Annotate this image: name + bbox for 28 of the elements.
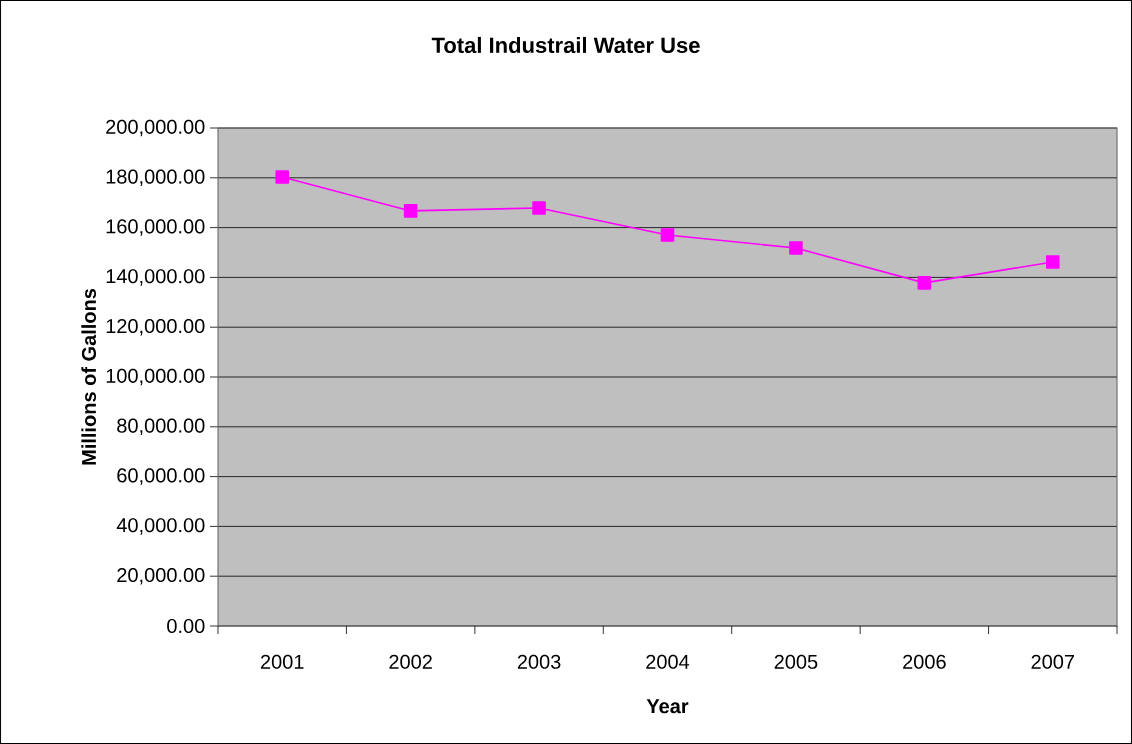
y-tick-label: 20,000.00 [117,567,205,585]
y-tick-label: 40,000.00 [116,518,205,535]
y-tick-label: 140,000.00 [106,269,205,286]
x-tick-label: 2004 [646,654,690,669]
x-tick-label: 2005 [774,654,818,669]
y-axis-title: Millions of Gallons [81,288,97,465]
point [917,276,932,290]
y-tick-label: 0.00 [167,618,205,634]
x-axis-title: Year [646,699,689,714]
point [789,241,803,255]
y-tick-label: 160,000.00 [106,219,205,236]
y-tick-label: 60,000.00 [117,468,205,485]
y-tick-label: 100,000.00 [106,368,205,386]
point [403,204,418,218]
x-tick-label: 2002 [389,654,432,669]
x-tick-label: 2006 [903,654,946,669]
chart-title: Total Industrail Water Use [431,36,700,54]
point [660,228,675,242]
point [275,170,290,184]
x-tick-label: 2001 [260,654,304,669]
y-tick-label: 120,000.00 [106,318,205,336]
x-tick-label: 2003 [517,654,561,669]
point [532,201,546,215]
y-tick-label: 200,000.00 [106,119,205,137]
x-tick-label: 2007 [1031,654,1075,669]
y-tick-label: 80,000.00 [117,418,205,436]
y-tick-label: 180,000.00 [106,169,205,187]
point [1045,255,1060,269]
